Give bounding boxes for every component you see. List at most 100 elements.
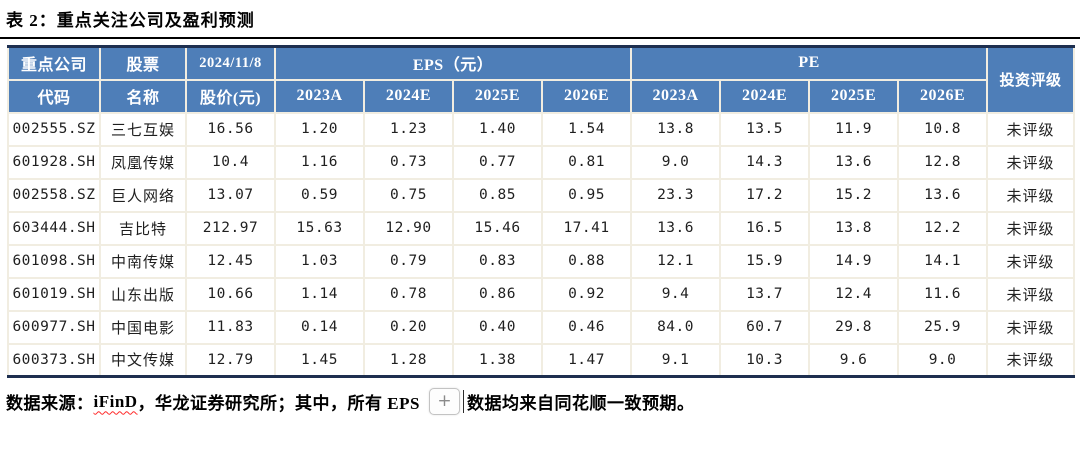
header-eps-group: EPS（元） [273,45,633,81]
pe-2024e-cell: 13.7 [719,276,811,312]
eps-2025e-cell: 1.40 [452,111,543,147]
pe-2024e-cell: 13.5 [719,111,811,147]
forecast-table: 重点公司 股票 2024/11/8 EPS（元） PE 投资评级 代码 名称 股… [7,45,1076,378]
eps-2023a-cell: 1.20 [274,111,365,147]
price-cell: 10.4 [185,144,276,180]
eps-2026e-cell: 0.88 [540,243,633,279]
stock-code-cell: 002558.SZ [7,177,101,213]
pe-2025e-cell: 11.9 [808,111,900,147]
table-row: 002555.SZ 三七互娱 16.56 1.20 1.23 1.40 1.54… [7,111,1076,147]
table-title: 表 2：重点关注公司及盈利预测 [6,11,255,30]
price-cell: 11.83 [185,309,276,345]
stock-name-cell: 吉比特 [99,210,187,246]
header-eps-2024e: 2024E [363,78,454,114]
eps-2025e-cell: 0.85 [452,177,543,213]
pe-2025e-cell: 14.9 [808,243,900,279]
table-row: 603444.SH 吉比特 212.97 15.63 12.90 15.46 1… [7,210,1076,246]
eps-2026e-cell: 0.81 [540,144,633,180]
stock-code-cell: 600373.SH [7,342,101,378]
stock-code-cell: 600977.SH [7,309,101,345]
pe-2026e-cell: 14.1 [897,243,989,279]
source-middle: ，华龙证券研究所；其中，所有 EPS [137,394,420,413]
eps-2025e-cell: 15.46 [452,210,543,246]
stock-name-cell: 中文传媒 [99,342,187,378]
pe-2023a-cell: 84.0 [630,309,722,345]
pe-2023a-cell: 9.0 [630,144,722,180]
stock-name-cell: 中国电影 [99,309,187,345]
pe-2025e-cell: 29.8 [808,309,900,345]
header-date: 2024/11/8 [185,45,276,81]
pe-2023a-cell: 13.6 [630,210,722,246]
eps-2024e-cell: 1.23 [363,111,454,147]
table-header: 重点公司 股票 2024/11/8 EPS（元） PE 投资评级 代码 名称 股… [7,45,1076,114]
pe-2025e-cell: 13.8 [808,210,900,246]
stock-name-cell: 三七互娱 [99,111,187,147]
header-name: 名称 [99,78,187,114]
eps-2023a-cell: 1.03 [274,243,365,279]
eps-2024e-cell: 0.20 [363,309,454,345]
header-eps-2025e: 2025E [452,78,543,114]
price-cell: 16.56 [185,111,276,147]
table-row: 601098.SH 中南传媒 12.45 1.03 0.79 0.83 0.88… [7,243,1076,279]
pe-2024e-cell: 10.3 [719,342,811,378]
header-eps-2026e: 2026E [540,78,633,114]
title-rule [0,37,1080,39]
price-cell: 212.97 [185,210,276,246]
price-cell: 13.07 [185,177,276,213]
pe-2023a-cell: 12.1 [630,243,722,279]
header-eps-2023a: 2023A [274,78,365,114]
pe-2024e-cell: 14.3 [719,144,811,180]
header-code: 代码 [7,78,101,114]
stock-code-cell: 601019.SH [7,276,101,312]
pe-2024e-cell: 16.5 [719,210,811,246]
price-cell: 10.66 [185,276,276,312]
eps-2026e-cell: 0.46 [540,309,633,345]
stock-code-cell: 603444.SH [7,210,101,246]
eps-2026e-cell: 1.54 [540,111,633,147]
eps-2024e-cell: 1.28 [363,342,454,378]
header-price: 股价(元) [185,78,276,114]
pe-2026e-cell: 25.9 [897,309,989,345]
eps-2024e-cell: 12.90 [363,210,454,246]
source-name: iFinD [93,391,138,411]
insert-plus-button[interactable]: + [429,388,460,415]
header-stock-group: 股票 [99,45,187,81]
eps-2025e-cell: 0.40 [452,309,543,345]
rating-cell: 未评级 [986,210,1076,246]
price-cell: 12.79 [185,342,276,378]
eps-2026e-cell: 17.41 [540,210,633,246]
eps-2025e-cell: 0.77 [452,144,543,180]
pe-2023a-cell: 9.1 [630,342,722,378]
source-note: 数据来源： iFinD ，华龙证券研究所；其中，所有 EPS + 数据均来自同花顺一致… [6,388,1080,415]
eps-2026e-cell: 1.47 [540,342,633,378]
eps-2023a-cell: 1.16 [274,144,365,180]
rating-cell: 未评级 [986,111,1076,147]
pe-2025e-cell: 13.6 [808,144,900,180]
pe-2024e-cell: 15.9 [719,243,811,279]
pe-2026e-cell: 13.6 [897,177,989,213]
stock-name-cell: 巨人网络 [99,177,187,213]
stock-code-cell: 601098.SH [7,243,101,279]
eps-2025e-cell: 0.83 [452,243,543,279]
eps-2023a-cell: 0.59 [274,177,365,213]
pe-2023a-cell: 23.3 [630,177,722,213]
eps-2025e-cell: 0.86 [452,276,543,312]
text-cursor [463,390,464,413]
eps-2023a-cell: 1.14 [274,276,365,312]
pe-2023a-cell: 9.4 [630,276,722,312]
eps-2024e-cell: 0.79 [363,243,454,279]
stock-name-cell: 凤凰传媒 [99,144,187,180]
pe-2025e-cell: 15.2 [808,177,900,213]
source-label: 数据来源： [6,394,94,413]
eps-2024e-cell: 0.75 [363,177,454,213]
rating-cell: 未评级 [986,177,1076,213]
table-row: 601928.SH 凤凰传媒 10.4 1.16 0.73 0.77 0.81 … [7,144,1076,180]
table-row: 002558.SZ 巨人网络 13.07 0.59 0.75 0.85 0.95… [7,177,1076,213]
stock-name-cell: 山东出版 [99,276,187,312]
eps-2024e-cell: 0.73 [363,144,454,180]
rating-cell: 未评级 [986,144,1076,180]
header-row-columns: 代码 名称 股价(元) 2023A 2024E 2025E 2026E 2023… [7,78,1074,114]
table-row: 600373.SH 中文传媒 12.79 1.45 1.28 1.38 1.47… [7,342,1076,378]
eps-2023a-cell: 1.45 [274,342,365,378]
header-pe-2026e: 2026E [897,78,989,114]
